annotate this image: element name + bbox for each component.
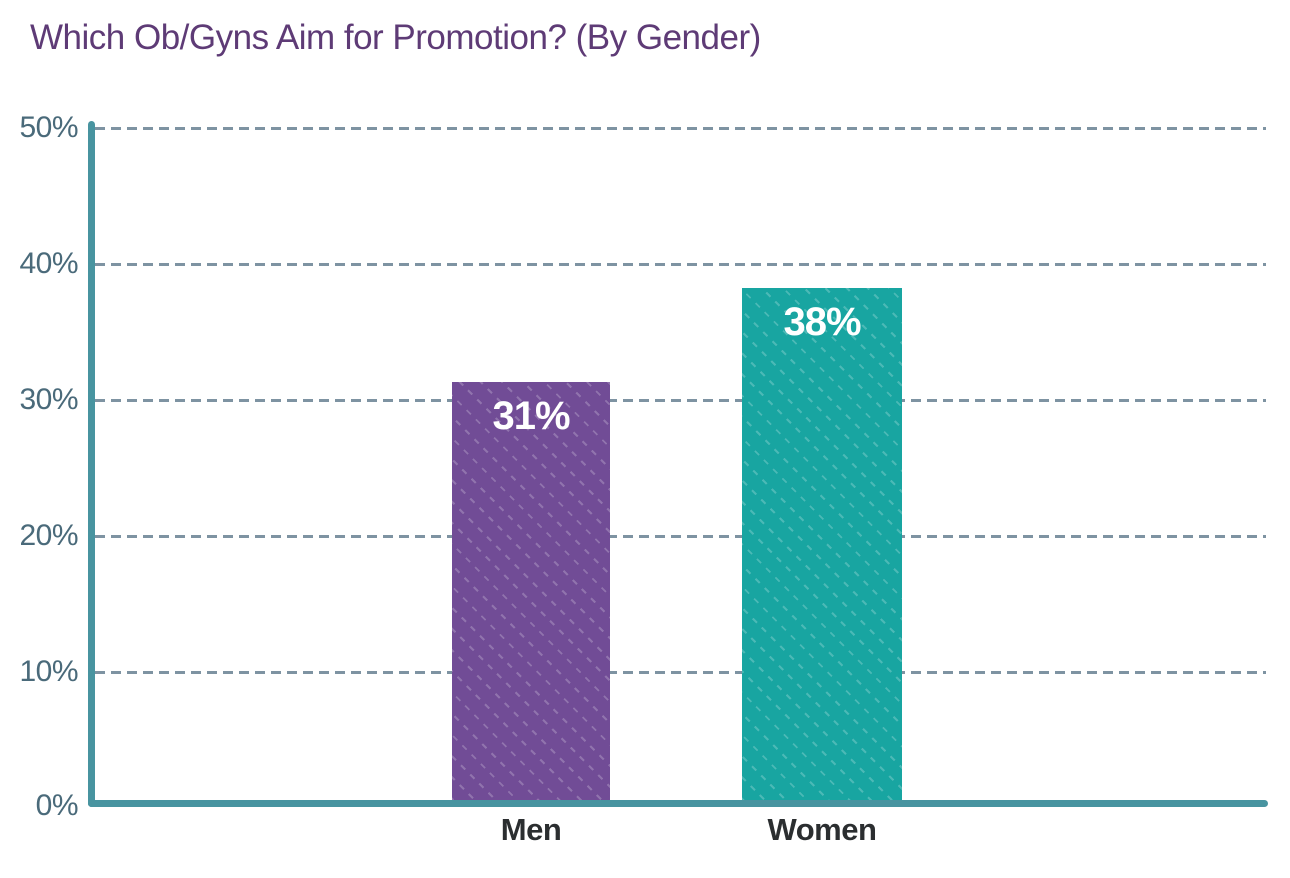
bar: 38% xyxy=(742,287,902,800)
gridline-30 xyxy=(95,399,1266,402)
y-tick-label-20: 20% xyxy=(19,519,78,552)
y-tick-label-30: 30% xyxy=(19,383,78,416)
gridline-20 xyxy=(95,535,1266,538)
bar-value-label: 31% xyxy=(492,394,570,439)
x-category-label-men: Men xyxy=(500,812,562,847)
gridline-10 xyxy=(95,671,1266,674)
y-tick-label-0: 0% xyxy=(35,789,79,822)
gridline-40 xyxy=(95,263,1266,266)
y-tick-label-50: 50% xyxy=(19,111,78,144)
y-tick-label-10: 10% xyxy=(19,655,78,688)
y-axis-line xyxy=(88,121,95,807)
x-axis-line xyxy=(88,800,1268,807)
x-category-label-women: Women xyxy=(767,812,877,847)
y-tick-label-40: 40% xyxy=(19,247,78,280)
bar-value-label: 38% xyxy=(783,299,861,344)
chart-title: Which Ob/Gyns Aim for Promotion? (By Gen… xyxy=(30,18,761,57)
bar: 31% xyxy=(452,382,610,800)
gridline-50 xyxy=(95,127,1266,130)
